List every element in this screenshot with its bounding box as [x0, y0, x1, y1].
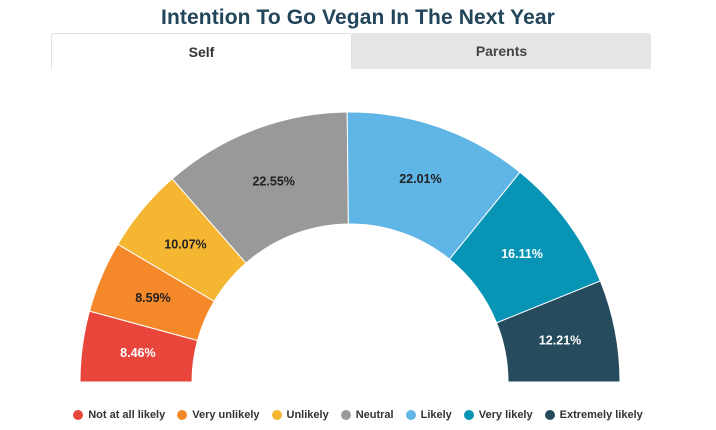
chart-legend: Not at all likely Very unlikely Unlikely Ne…	[0, 409, 716, 421]
legend-swatch	[544, 410, 555, 420]
legend-label: Very likely	[478, 409, 533, 421]
legend-label: Extremely likely	[559, 409, 643, 421]
data-label-neutral: 22.55%	[252, 174, 294, 188]
legend-swatch	[73, 410, 84, 420]
legend-item-likely[interactable]: Likely	[405, 409, 452, 421]
legend-swatch	[340, 410, 351, 420]
slice-extremely-likely[interactable]	[495, 280, 621, 383]
legend-label: Likely	[420, 409, 452, 421]
legend-swatch	[271, 410, 282, 420]
chart-title: Intention To Go Vegan In The Next Year	[161, 6, 555, 29]
tab-self[interactable]: Self	[51, 33, 352, 69]
legend-swatch	[463, 410, 474, 420]
tab-bar: Self Parents	[51, 33, 651, 69]
data-label-very-unlikely: 8.59%	[135, 291, 170, 305]
legend-label: Neutral	[355, 409, 394, 421]
data-label-very-likely: 16.11%	[501, 247, 543, 261]
legend-item-very-unlikely[interactable]: Very unlikely	[177, 409, 260, 421]
tab-parents[interactable]: Parents	[352, 33, 651, 69]
legend-swatch	[177, 410, 188, 420]
data-label-extremely-likely: 12.21%	[539, 334, 581, 348]
legend-label: Not at all likely	[88, 409, 166, 421]
legend-item-extremely-likely[interactable]: Extremely likely	[544, 409, 643, 421]
legend-item-not-at-all-likely[interactable]: Not at all likely	[73, 409, 165, 421]
legend-label: Very unlikely	[192, 409, 260, 421]
data-label-likely: 22.01%	[399, 172, 441, 186]
legend-label: Unlikely	[286, 409, 329, 421]
data-label-unlikely: 10.07%	[164, 237, 206, 251]
legend-swatch	[405, 410, 416, 420]
legend-item-very-likely[interactable]: Very likely	[463, 409, 533, 421]
legend-item-unlikely[interactable]: Unlikely	[271, 409, 329, 421]
data-label-not-at-all-likely: 8.46%	[120, 346, 155, 360]
legend-item-neutral[interactable]: Neutral	[340, 409, 394, 421]
